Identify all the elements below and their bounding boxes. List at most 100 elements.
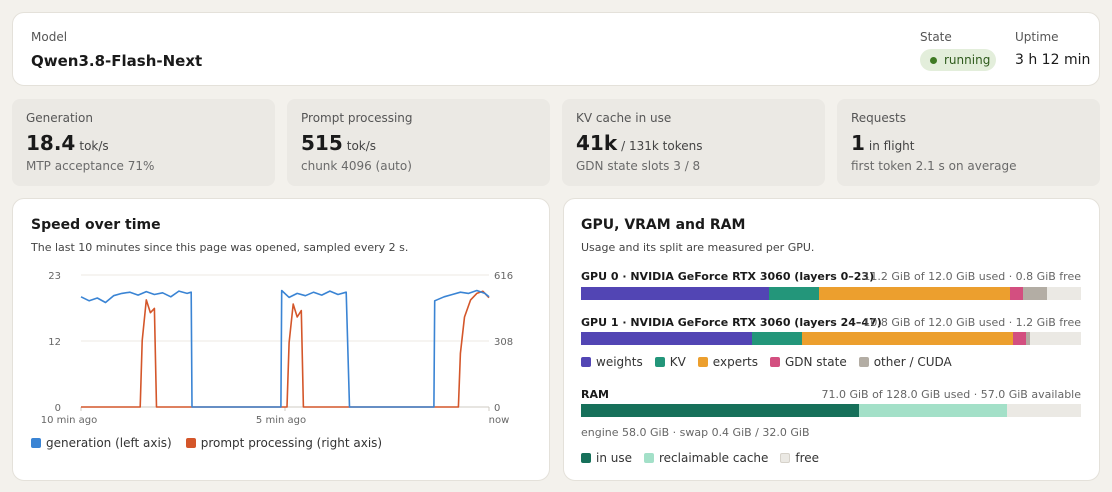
y-right-tick-label: 616 bbox=[494, 271, 513, 282]
legend-label-generation: generation (left axis) bbox=[46, 436, 172, 450]
legend-item-generation: generation (left axis) bbox=[31, 436, 172, 450]
gpu-legend-item-other-cuda: other / CUDA bbox=[858, 355, 952, 369]
ram-bar bbox=[581, 404, 1081, 417]
model-header-card: Model Qwen3.8-Flash-Next State running U… bbox=[12, 12, 1100, 86]
ram-legend-label-reclaimable-cache: reclaimable cache bbox=[659, 451, 769, 465]
stat-tile-generation: Generation 18.4 tok/s MTP acceptance 71% bbox=[12, 99, 275, 186]
gpu-legend-item-experts: experts bbox=[697, 355, 758, 369]
ram-legend-item-free: free bbox=[780, 451, 819, 465]
ram-legend-swatch-in-use bbox=[581, 453, 591, 463]
left-axis: 23 12 0 bbox=[48, 271, 61, 414]
generation-series-line bbox=[80, 289, 490, 408]
gpu-legend-swatch-kv bbox=[654, 357, 665, 367]
ram-legend-swatch-reclaimable-cache bbox=[644, 453, 654, 463]
speed-chart-card: Speed over time The last 10 minutes sinc… bbox=[12, 198, 550, 481]
stat-value: 515 bbox=[301, 131, 343, 155]
state-label: State bbox=[920, 30, 952, 44]
stat-unit: tok/s bbox=[79, 139, 109, 153]
gpu-legend-label-other-cuda: other / CUDA bbox=[873, 355, 952, 369]
model-name: Qwen3.8-Flash-Next bbox=[31, 52, 203, 70]
speed-chart-legend: generation (left axis) prompt processing… bbox=[31, 436, 382, 450]
speed-chart-subtitle: The last 10 minutes since this page was … bbox=[31, 241, 409, 254]
prompt-processing-series-line bbox=[81, 290, 490, 408]
bar-segment-kv bbox=[769, 287, 819, 300]
bar-segment-kv bbox=[752, 332, 802, 345]
ram-detail: engine 58.0 GiB · swap 0.4 GiB / 32.0 Gi… bbox=[581, 426, 810, 439]
gpu-legend-label-weights: weights bbox=[596, 355, 643, 369]
stat-subtext: GDN state slots 3 / 8 bbox=[576, 159, 701, 173]
stat-label: Generation bbox=[26, 111, 93, 125]
ram-legend-item-in-use: in use bbox=[581, 451, 632, 465]
stat-unit: tok/s bbox=[346, 139, 377, 153]
gpu-0-usage: 11.2 GiB of 12.0 GiB used · 0.8 GiB free bbox=[863, 270, 1081, 283]
bar-segment-weights bbox=[581, 287, 769, 300]
x-tick-label: 5 min ago bbox=[256, 415, 306, 426]
y-right-tick-label: 308 bbox=[494, 337, 513, 348]
x-tick-label: 10 min ago bbox=[41, 415, 98, 426]
stat-tile-kv-cache: KV cache in use 41k/ 131k tokens GDN sta… bbox=[562, 99, 825, 186]
stat-value: 18.4 bbox=[26, 131, 76, 155]
bar-segment-other-cuda bbox=[1023, 287, 1047, 300]
stat-subtext: chunk 4096 (auto) bbox=[301, 159, 412, 173]
model-label: Model bbox=[31, 30, 68, 44]
legend-item-prompt: prompt processing (right axis) bbox=[185, 436, 383, 450]
bar-segment-reclaimable-cache bbox=[858, 404, 1007, 417]
bar-segment-experts bbox=[819, 287, 1010, 300]
gpu-legend-swatch-other-cuda bbox=[858, 357, 869, 367]
gpu-legend-swatch-weights bbox=[581, 357, 591, 367]
speed-chart-title: Speed over time bbox=[31, 217, 161, 233]
bar-segment-weights bbox=[581, 332, 752, 345]
y-left-tick-label: 23 bbox=[48, 271, 61, 282]
speed-chart: 23 12 0 616 308 0 10 min ago 5 min ago now bbox=[41, 271, 513, 426]
y-left-tick-label: 12 bbox=[48, 337, 61, 348]
y-left-tick-label: 0 bbox=[55, 403, 61, 414]
gpu-legend-item-kv: KV bbox=[654, 355, 686, 369]
gpu-legend-label-experts: experts bbox=[712, 355, 758, 369]
gpu-legend-item-weights: weights bbox=[581, 355, 643, 369]
stat-value: 1 bbox=[851, 131, 865, 155]
gpu-1-vram-bar bbox=[581, 332, 1081, 345]
bar-segment-other-cuda bbox=[1026, 332, 1030, 345]
gpu-legend-label-gdn-state: GDN state bbox=[784, 355, 847, 369]
uptime-value: 3 h 12 min bbox=[1015, 52, 1091, 68]
stat-subtext: first token 2.1 s on average bbox=[851, 159, 1017, 173]
status-badge: running bbox=[920, 49, 996, 71]
gpu-card-subtitle: Usage and its split are measured per GPU… bbox=[581, 241, 815, 254]
gpu-0-name: GPU 0 · NVIDIA GeForce RTX 3060 (layers … bbox=[581, 270, 875, 283]
stat-unit: / 131k tokens bbox=[621, 139, 703, 153]
gpu-legend-swatch-gdn-state bbox=[769, 357, 780, 367]
stat-label: KV cache in use bbox=[576, 111, 672, 125]
stat-subtext: MTP acceptance 71% bbox=[26, 159, 155, 173]
gpu-legend-swatch-experts bbox=[697, 357, 708, 367]
gpu-1-name: GPU 1 · NVIDIA GeForce RTX 3060 (layers … bbox=[581, 316, 882, 329]
bar-segment-gdn-state bbox=[1013, 332, 1026, 345]
legend-swatch-generation bbox=[31, 438, 41, 448]
gpu-legend: weights KV experts GDN state other / CUDA bbox=[581, 355, 952, 369]
ram-legend-label-free: free bbox=[795, 451, 820, 465]
right-axis: 616 308 0 bbox=[494, 271, 513, 414]
stat-value: 41k bbox=[576, 131, 618, 155]
gpu-legend-item-gdn-state: GDN state bbox=[769, 355, 847, 369]
gpu-1-usage: 10.8 GiB of 12.0 GiB used · 1.2 GiB free bbox=[863, 316, 1081, 329]
y-right-tick-label: 0 bbox=[494, 403, 500, 414]
stat-unit: in flight bbox=[868, 139, 915, 153]
bar-segment-gdn-state bbox=[1010, 287, 1023, 300]
stat-label: Prompt processing bbox=[301, 111, 413, 125]
gpu-card-title: GPU, VRAM and RAM bbox=[581, 217, 746, 233]
ram-legend-label-in-use: in use bbox=[596, 451, 632, 465]
stat-label: Requests bbox=[851, 111, 906, 125]
stat-tile-prompt-processing: Prompt processing 515 tok/s chunk 4096 (a… bbox=[287, 99, 550, 186]
status-dot-icon bbox=[930, 57, 937, 64]
bar-segment-experts bbox=[802, 332, 1013, 345]
bar-segment-in-use bbox=[581, 404, 859, 417]
ram-title: RAM bbox=[581, 388, 609, 401]
stat-tile-requests: Requests 1 in flight first token 2.1 s on… bbox=[837, 99, 1100, 186]
ram-legend-swatch-free bbox=[780, 453, 791, 463]
ram-legend: in use reclaimable cache free bbox=[581, 451, 819, 465]
chart-lines bbox=[80, 289, 490, 408]
status-text: running bbox=[944, 53, 991, 67]
legend-label-prompt: prompt processing (right axis) bbox=[200, 436, 383, 450]
gpu-memory-card: GPU, VRAM and RAM Usage and its split ar… bbox=[563, 198, 1100, 481]
legend-swatch-prompt bbox=[185, 438, 196, 448]
gpu-legend-label-kv: KV bbox=[669, 355, 686, 369]
